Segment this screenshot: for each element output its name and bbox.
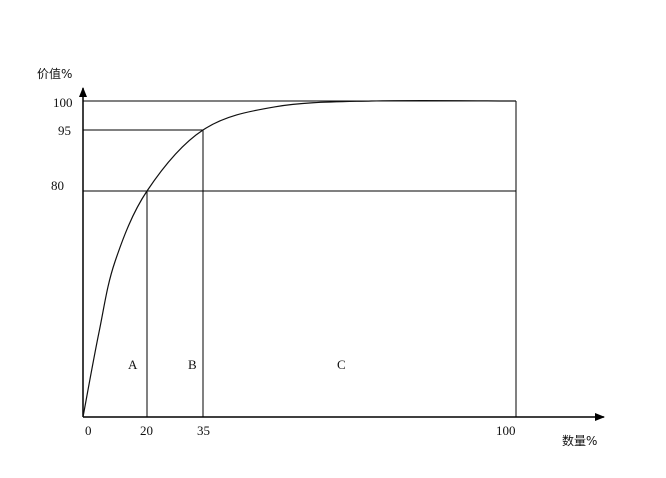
- x-tick-label: 100: [496, 423, 516, 438]
- region-label-a: A: [128, 357, 138, 372]
- x-tick-label: 0: [85, 423, 92, 438]
- y-tick-label: 100: [53, 95, 73, 110]
- region-label-b: B: [188, 357, 197, 372]
- region-label-c: C: [337, 357, 346, 372]
- y-axis-label: 价值%: [37, 67, 73, 81]
- y-tick-label: 95: [58, 123, 71, 138]
- x-tick-label: 20: [140, 423, 153, 438]
- cumulative-value-curve: [82, 99, 517, 418]
- x-axis-label: 数量%: [562, 434, 598, 448]
- x-tick-label: 35: [197, 423, 210, 438]
- y-tick-label: 80: [51, 178, 64, 193]
